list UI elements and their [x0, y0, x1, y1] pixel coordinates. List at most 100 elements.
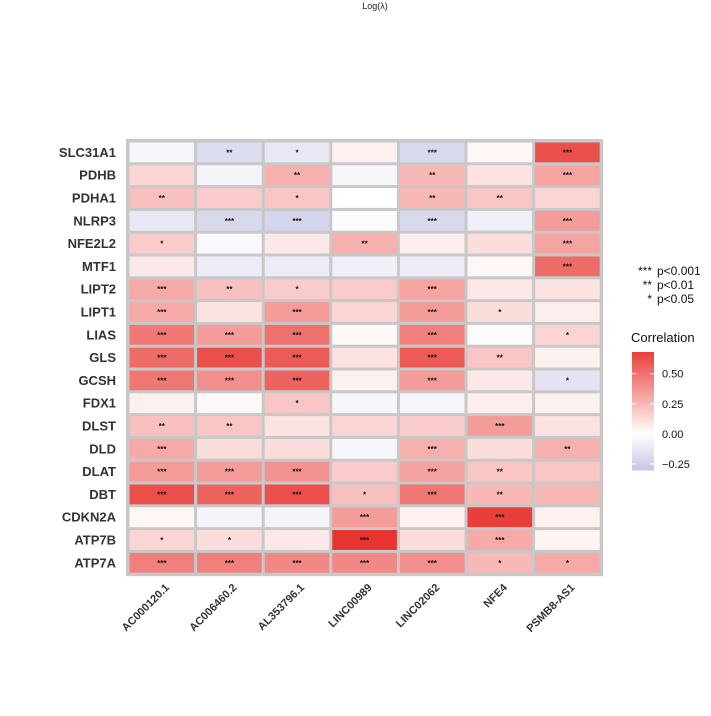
significance-mark: *** [292, 468, 302, 477]
heatmap-cell [197, 416, 262, 436]
heatmap-cell [129, 507, 195, 528]
heatmap-cell [332, 279, 397, 300]
colorbar-segment [632, 414, 654, 418]
significance-mark: * [295, 285, 299, 294]
heatmap-cell [399, 370, 465, 391]
significance-mark: ** [294, 171, 301, 180]
heatmap-cell [197, 438, 262, 459]
legend: *** p<0.001 ** p<0.01 * p<0.05 Correlation 0.50… [631, 264, 701, 471]
colorbar-segment [632, 456, 654, 459]
heatmap-cell [535, 370, 600, 391]
heatmap-cell [129, 165, 195, 186]
row-label: LIPT1 [81, 305, 116, 320]
heatmap-cell [197, 142, 262, 163]
significance-mark: *** [360, 559, 370, 568]
colorbar-segment [632, 373, 654, 377]
heatmap-cell [332, 165, 397, 186]
legend-significance-label: p<0.01 [657, 278, 694, 292]
heatmap-cell [467, 530, 533, 550]
heatmap-cell [535, 233, 600, 254]
significance-mark: *** [292, 331, 302, 340]
heatmap-cell [332, 530, 397, 550]
row-label: CDKN2A [62, 510, 117, 525]
row-label: PDHA1 [72, 191, 116, 206]
heatmap-cell [264, 165, 330, 186]
heatmap-cell [332, 233, 397, 254]
significance-mark: *** [428, 468, 438, 477]
column-label: AC006460.2 [187, 582, 239, 634]
heatmap-cell [467, 438, 533, 459]
heatmap-cell [535, 188, 600, 208]
significance-mark: *** [225, 559, 235, 568]
colorbar-segment [632, 395, 654, 398]
heatmap-cell [399, 552, 465, 573]
heatmap-cell [332, 393, 397, 414]
significance-mark: * [228, 536, 232, 545]
significance-mark: * [498, 559, 502, 568]
heatmap-cell [129, 552, 195, 573]
heatmap-cell [332, 347, 397, 368]
heatmap-cell [535, 302, 600, 322]
colorbar-segment [632, 460, 654, 463]
significance-mark: ** [429, 194, 436, 203]
heatmap-cell [467, 324, 533, 345]
significance-mark: *** [157, 559, 167, 568]
heatmap-cell [129, 233, 195, 254]
heatmap-cell [467, 416, 533, 436]
colorbar-segment [632, 379, 654, 383]
heatmap-cell [332, 461, 397, 482]
colorbar-segment [632, 466, 654, 469]
colorbar-segment [632, 458, 654, 461]
heatmap-cell [467, 461, 533, 482]
significance-mark: *** [563, 262, 573, 271]
heatmap-cell [467, 142, 533, 163]
colorbar-segment [632, 397, 654, 400]
colorbar-segment [632, 355, 654, 359]
colorbar-segment [632, 403, 654, 406]
significance-mark: *** [157, 331, 167, 340]
heatmap-cell [535, 416, 600, 436]
colorbar-segment [632, 432, 654, 436]
heatmap-cell [399, 438, 465, 459]
column-label: LINC02062 [394, 582, 442, 630]
significance-mark: ** [497, 468, 504, 477]
heatmap-cell [197, 347, 262, 368]
colorbar-tick-label: −0.25 [662, 459, 690, 471]
significance-mark: ** [497, 354, 504, 363]
colorbar-segment [632, 436, 654, 440]
significance-mark: *** [563, 148, 573, 157]
significance-mark: *** [428, 148, 438, 157]
significance-mark: ** [226, 285, 233, 294]
significance-mark: *** [292, 217, 302, 226]
heatmap-cell [264, 302, 330, 322]
colorbar-segment [632, 430, 654, 434]
row-label: ATP7A [74, 555, 116, 570]
significance-mark: *** [225, 468, 235, 477]
heatmap-cell [332, 142, 397, 163]
colorbar-tick-label: 0.00 [662, 429, 683, 441]
significance-mark: *** [428, 559, 438, 568]
heatmap-cell [535, 530, 600, 550]
heatmap-cell [129, 142, 195, 163]
significance-mark: *** [428, 354, 438, 363]
heatmap-cell [467, 302, 533, 322]
heatmap-cell [535, 142, 600, 163]
colorbar-segment [632, 387, 654, 390]
heatmap-cell [399, 142, 465, 163]
colorbar-segment [632, 434, 654, 438]
heatmap-cell [399, 279, 465, 300]
heatmap-cell [399, 347, 465, 368]
significance-mark: ** [564, 445, 571, 454]
heatmap-cell [129, 393, 195, 414]
significance-mark: *** [495, 513, 505, 522]
significance-mark: *** [428, 331, 438, 340]
significance-mark: *** [360, 536, 370, 545]
colorbar-segment [632, 412, 654, 416]
heatmap-cell [535, 347, 600, 368]
heatmap-cell [399, 302, 465, 322]
significance-mark: *** [428, 490, 438, 499]
colorbar-segment [632, 418, 654, 422]
heatmap-cell [467, 484, 533, 505]
heatmap-cell [264, 142, 330, 163]
row-label: DBT [89, 487, 116, 502]
